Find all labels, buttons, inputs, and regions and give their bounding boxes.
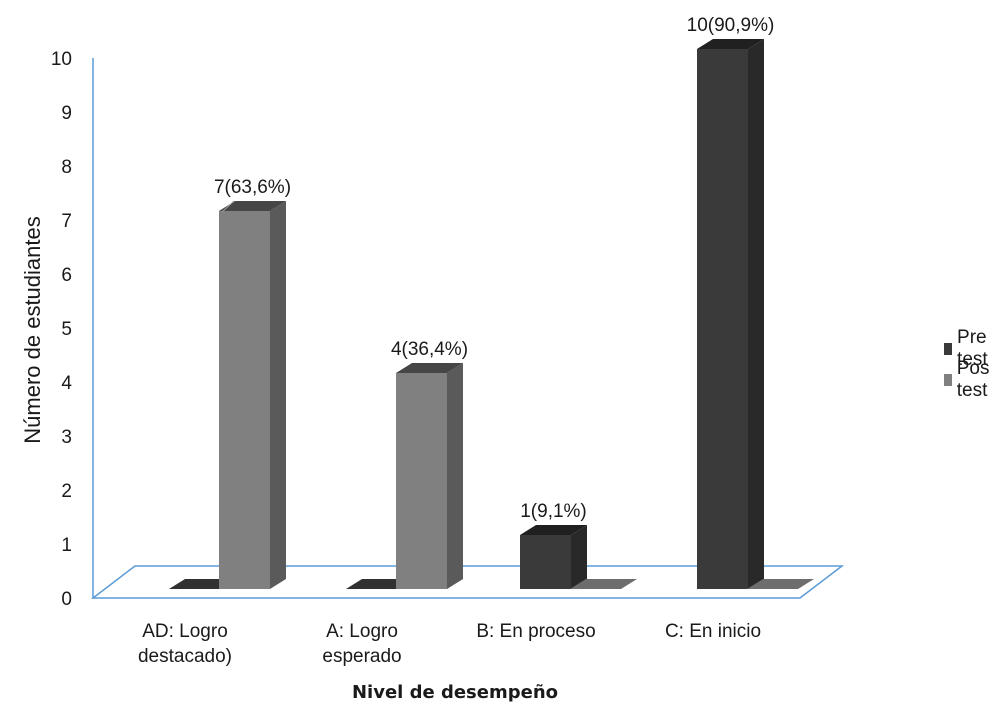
bar [520,535,571,589]
y-tick-label: 3 [61,427,72,448]
bar-top [396,363,463,373]
x-category-label-line: destacado) [138,646,232,667]
bar [697,49,748,589]
y-tick-label: 10 [51,49,72,70]
bar [396,373,447,589]
bar-top [520,525,587,535]
data-label: 7(63,6%) [214,177,291,198]
y-tick-label: 8 [61,157,72,178]
legend: Pre test Pos test [944,327,1001,401]
y-tick-label: 0 [61,589,72,610]
bar [219,211,270,589]
legend-swatch-pos-test [944,373,952,386]
x-category-label-line: C: En inicio [665,621,761,642]
x-category-label: B: En proceso [476,621,595,642]
data-label-leader [221,200,235,213]
legend-item-pre-test: Pre test [944,327,1001,370]
bar [747,579,814,589]
x-category-label-line: AD: Logro [142,621,228,642]
y-tick-label: 2 [61,481,72,502]
x-category-label-line: B: En proceso [476,621,595,642]
bar-side [447,363,463,589]
y-tick-label: 1 [61,535,72,556]
legend-label-pos-test: Pos test [956,357,990,401]
bar-side [571,525,587,589]
y-tick-label: 9 [61,103,72,124]
bar [570,579,637,589]
y-tick-label: 6 [61,265,72,286]
x-category-label-line: A: Logro [326,621,398,642]
data-label: 1(9,1%) [520,501,587,522]
legend-label-pre-test: Pre test [957,326,988,370]
x-category-label: C: En inicio [665,621,761,642]
x-category-label: AD: Logro destacado) [138,621,232,667]
legend-item-pos-test: Pos test [944,358,1001,401]
x-category-label-line: esperado [322,646,401,667]
y-axis-label: Número de estudiantes [20,216,45,443]
y-tick-label: 5 [61,319,72,340]
data-label: 10(90,9%) [687,15,775,36]
y-tick-label: 4 [61,373,72,394]
bar-side [748,39,764,589]
y-tick-label: 7 [61,211,72,232]
x-axis-label: Nivel de desempeño [352,682,558,703]
bar-side [270,201,286,589]
data-label: 4(36,4%) [391,339,468,360]
x-category-label: A: Logro esperado [322,621,401,667]
bar-top [219,201,286,211]
legend-swatch-pre-test [944,342,953,355]
bar-top [697,39,764,49]
